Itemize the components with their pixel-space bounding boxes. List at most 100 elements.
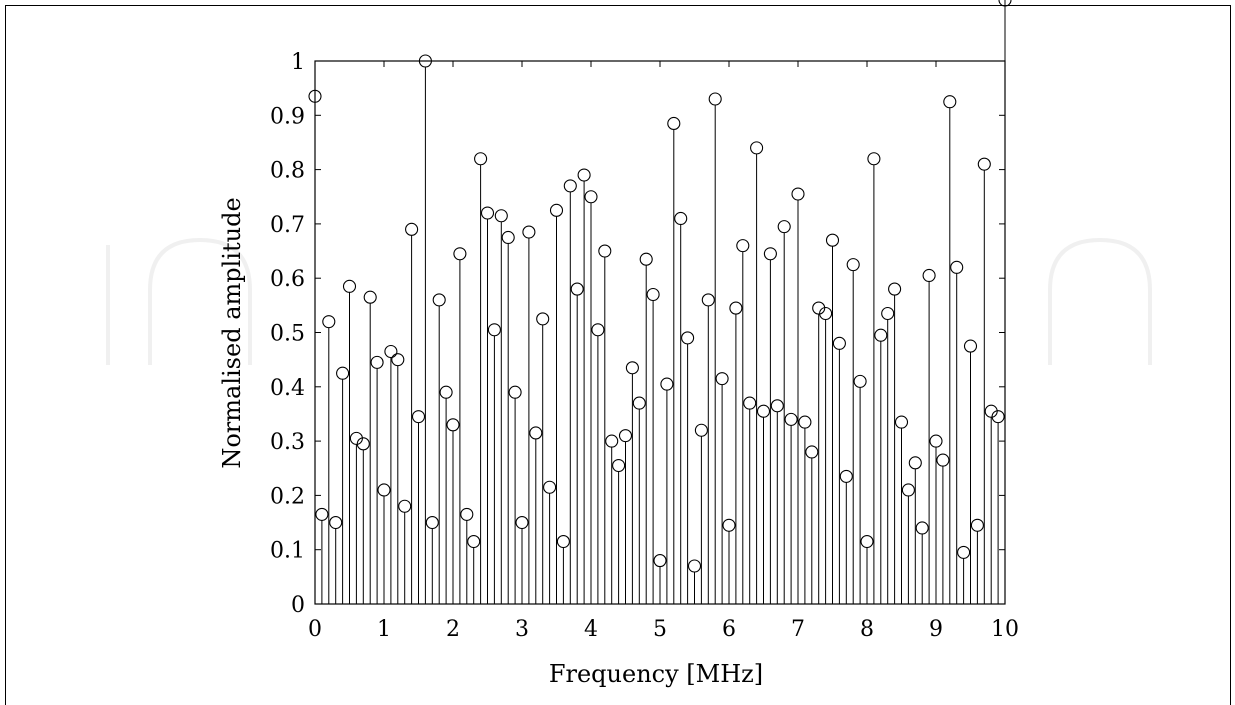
stem-marker <box>632 396 646 410</box>
stem-marker <box>549 203 564 217</box>
stem-marker <box>660 377 674 391</box>
stem-marker <box>687 559 702 573</box>
stem-marker <box>439 385 453 399</box>
y-tick-label: 0.5 <box>270 322 305 347</box>
y-tick-label: 0.8 <box>270 159 305 184</box>
stem-marker <box>584 190 598 204</box>
stem-marker <box>977 157 991 171</box>
stem-marker <box>881 306 895 321</box>
figure-frame <box>5 5 1231 705</box>
stem-marker <box>515 515 529 530</box>
stem-marker <box>460 507 474 521</box>
y-tick-label: 0 <box>291 593 305 618</box>
stem-marker <box>743 396 757 410</box>
stem-marker <box>784 412 798 426</box>
stem-marker <box>487 323 501 337</box>
stem-marker <box>963 339 978 353</box>
stem-marker <box>425 515 439 530</box>
stem-marker <box>908 456 922 470</box>
stem-marker <box>446 418 460 432</box>
stem-marker <box>308 89 322 103</box>
stem-marker <box>329 515 343 530</box>
stem-marker <box>936 453 950 467</box>
stem-marker <box>432 293 446 307</box>
stem-marker <box>508 385 522 399</box>
x-tick-label: 10 <box>991 617 1019 642</box>
stem-marker <box>536 312 550 326</box>
x-tick-label: 9 <box>929 617 943 642</box>
stem-marker <box>950 260 964 274</box>
stem-marker <box>363 290 377 304</box>
stem-marker <box>832 336 846 350</box>
stem-marker <box>411 410 426 424</box>
x-tick-label: 8 <box>860 617 874 642</box>
stem-marker <box>819 306 833 321</box>
x-axis-title: Frequency [MHz] <box>549 660 763 688</box>
stem-marker <box>929 434 943 448</box>
stem-marker <box>791 187 805 201</box>
stem-marker <box>805 445 819 459</box>
stem-marker <box>322 315 336 329</box>
y-tick-label: 0.7 <box>270 213 305 238</box>
stem-marker <box>825 233 840 247</box>
stem-marker <box>646 287 660 302</box>
stem-marker <box>605 434 619 448</box>
stem-marker <box>763 247 777 261</box>
stem-marker <box>522 225 536 239</box>
stem-marker <box>722 518 736 532</box>
stem-marker <box>943 95 957 109</box>
y-tick-label: 0.2 <box>270 484 305 509</box>
x-tick-label: 2 <box>446 617 460 642</box>
x-tick-label: 3 <box>515 617 529 642</box>
stem-marker <box>729 301 743 315</box>
stem-marker <box>777 220 791 234</box>
y-tick-label: 0.4 <box>270 376 305 401</box>
stem-marker <box>667 116 681 130</box>
stem-marker <box>888 282 902 296</box>
stem-marker <box>957 545 971 559</box>
stem-marker <box>653 554 667 568</box>
stem-marker <box>846 258 860 272</box>
x-tick-label: 5 <box>653 617 667 642</box>
stem-marker <box>860 535 874 549</box>
x-tick-label: 7 <box>791 617 805 642</box>
stem-marker <box>922 268 936 283</box>
stem-marker <box>770 399 784 413</box>
stem-marker <box>591 323 605 337</box>
stem-marker <box>839 469 853 483</box>
stem-marker <box>867 152 881 166</box>
stem-marker <box>612 458 626 473</box>
stem-marker <box>970 518 984 532</box>
stem-marker <box>701 293 715 307</box>
y-tick-label: 0.6 <box>270 267 305 292</box>
stem-marker <box>494 209 508 223</box>
stem-marker <box>894 415 909 429</box>
stem-marker <box>991 410 1005 424</box>
stem-marker <box>543 480 557 494</box>
stem-marker <box>674 211 688 226</box>
stem-marker <box>315 507 329 521</box>
stem-marker <box>736 239 750 253</box>
y-tick-label: 0.9 <box>270 104 305 129</box>
y-axis-title: Normalised amplitude <box>218 197 246 468</box>
stem-marker <box>418 54 432 68</box>
stem-marker <box>798 415 812 429</box>
stem-marker <box>501 230 515 245</box>
stem-marker <box>391 353 405 367</box>
stem-marker <box>598 244 612 258</box>
stem-marker <box>384 344 398 359</box>
y-tick-label: 0.1 <box>270 539 305 564</box>
stem-marker <box>681 331 695 345</box>
y-tick-label: 1 <box>291 50 305 75</box>
stem-marker <box>556 535 570 549</box>
stem-marker <box>563 179 577 193</box>
stem-marker <box>901 483 915 497</box>
stem-marker <box>853 374 867 388</box>
stem-marker <box>529 426 543 440</box>
stem-marker <box>342 279 357 293</box>
stem-marker <box>625 361 639 375</box>
stem-marker <box>708 92 722 106</box>
stem-marker <box>756 404 771 418</box>
stem-marker <box>577 168 591 182</box>
